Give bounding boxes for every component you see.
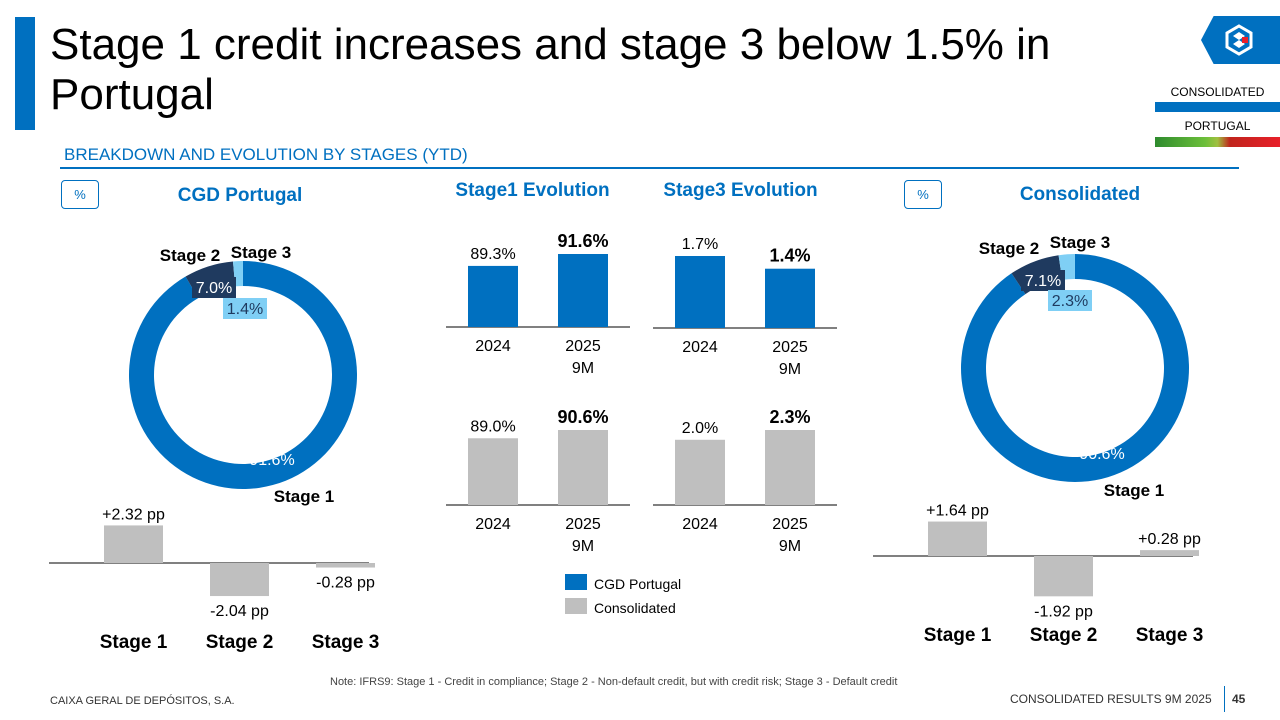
consolidated-change-value-label-3: +0.28 pp [1138,531,1201,548]
stage1-portugal-category-2-line-2: 9M [572,360,594,377]
page-number: 45 [1232,692,1246,706]
stage3-portugal-bar-2 [765,268,815,328]
stage1-portugal-category-2-line-1: 2025 [565,338,601,355]
cgd-portugal-change-bar-1 [104,525,163,563]
cgd-logo-icon [1225,24,1253,56]
stage1-consolidated-value-label-1: 89.0% [470,418,515,435]
consolidated-change-bar-1 [928,521,987,556]
report-name: CONSOLIDATED RESULTS 9M 2025 [1010,692,1212,706]
stage1-portugal-bar-1 [468,265,518,327]
logo [1201,16,1280,64]
percent-badge-left: % [61,180,99,209]
stage1-consolidated-category-2-line-2: 9M [572,538,594,555]
portugal-flag-bar [1155,137,1280,147]
legend-swatch-cgd-portugal [565,574,587,590]
cgd-portugal-donut-label-stage-2: Stage 2 [160,246,220,265]
consolidated-donut-slice-stage-1 [960,254,1189,483]
stage1-portugal-value-label-2: 91.6% [557,231,608,251]
consolidated-donut-value-stage-1: 90.6% [1079,446,1124,463]
percent-badge-right: % [904,180,942,209]
cgd-portugal-donut-value-box-stage-2 [192,277,236,298]
cgd-portugal-change-bar-2 [210,563,269,597]
stage3-evolution-title: Stage3 Evolution [663,180,818,201]
cgd-portugal-change-bar-3 [316,563,375,568]
stage3-portugal-bar-1 [675,256,725,328]
stage3-consolidated-category-1: 2024 [682,516,718,533]
cgd-portugal-donut-label-stage-1: Stage 1 [274,487,334,506]
consolidated-donut-value-box-stage-3 [1048,290,1092,311]
cgd-portugal-donut-value-stage-3: 1.4% [227,301,263,318]
footer-separator [1224,686,1225,712]
stage1-portugal-category-1: 2024 [475,338,511,355]
consolidated-change-category-2: Stage 2 [1030,625,1098,646]
consolidated-change-value-label-1: +1.64 pp [926,503,989,520]
footnote: Note: IFRS9: Stage 1 - Credit in complia… [330,676,898,688]
page-title: Stage 1 credit increases and stage 3 bel… [50,20,1051,119]
consolidated-donut-label-stage-2: Stage 2 [979,239,1039,258]
consolidated-change-category-1: Stage 1 [924,625,992,646]
stage3-consolidated-bar-2 [765,430,815,505]
stage3-consolidated-category-2-line-1: 2025 [772,516,808,533]
consolidated-donut-value-stage-3: 2.3% [1052,293,1088,310]
cgd-portugal-donut-value-stage-1: 91.6% [249,452,294,469]
stage3-consolidated-category-2-line-2: 9M [779,538,801,555]
stage1-consolidated-bar-2 [558,430,608,505]
stage1-consolidated-category-1: 2024 [475,516,511,533]
stage3-portugal-category-1-line-1: 2024 [682,339,718,356]
cgd-portugal-change-value-label-2: -2.04 pp [210,603,269,620]
consolidated-tag: CONSOLIDATED [1170,85,1265,99]
stage3-consolidated-category-2: 2025 9M [772,516,808,555]
legend-label-cgd-portugal: CGD Portugal [594,576,682,592]
cgd-portugal-donut-value-box-stage-3 [223,298,267,319]
legend-label-consolidated: Consolidated [594,600,676,616]
title-accent-bar [15,17,35,130]
stage1-portugal-category-1-line-1: 2024 [475,338,511,355]
stage3-portugal-value-label-1: 1.7% [682,236,718,253]
stage3-portugal-category-2-line-1: 2025 [772,339,808,356]
consolidated-change-bar-3 [1140,550,1199,556]
stage1-consolidated-bar-1 [468,438,518,505]
consolidated-change-bar-2 [1034,556,1093,597]
consolidated-change-category-3: Stage 3 [1136,625,1204,646]
cgd-portugal-title: CGD Portugal [177,185,303,206]
portugal-tag: PORTUGAL [1184,119,1251,133]
section-subtitle: BREAKDOWN AND EVOLUTION BY STAGES (YTD) [64,145,468,164]
stage3-consolidated-value-label-1: 2.0% [682,420,718,437]
stage3-portugal-category-2: 2025 9M [772,339,808,378]
stage3-consolidated-value-label-2: 2.3% [769,407,810,427]
cgd-portugal-donut-value-stage-2: 7.0% [196,280,232,297]
consolidated-tag-bar [1155,102,1280,112]
stage3-consolidated-bar-1 [675,439,725,505]
stage1-portugal-bar-2 [558,254,608,327]
cgd-portugal-change-category-3: Stage 3 [312,632,380,653]
cgd-portugal-change-category-2: Stage 2 [206,632,274,653]
consolidated-donut-label-stage-1: Stage 1 [1104,481,1164,500]
stage3-consolidated-category-1-line-1: 2024 [682,516,718,533]
stage1-consolidated-category-2-line-1: 2025 [565,516,601,533]
stage1-portugal-value-label-1: 89.3% [470,246,515,263]
cgd-portugal-donut-slice-stage-1 [129,261,357,489]
subtitle-rule [60,167,1239,169]
stage3-portugal-value-label-2: 1.4% [769,246,810,266]
stage3-portugal-category-1: 2024 [682,339,718,356]
cgd-portugal-change-category-1: Stage 1 [100,632,168,653]
consolidated-change-value-label-2: -1.92 pp [1034,603,1093,620]
stage3-portugal-category-2-line-2: 9M [779,361,801,378]
stage1-portugal-category-2: 2025 9M [565,338,601,377]
legend-swatch-consolidated [565,598,587,614]
cgd-portugal-change-value-label-1: +2.32 pp [102,506,165,523]
stage1-consolidated-category-1-line-1: 2024 [475,516,511,533]
consolidated-donut-label-stage-3: Stage 3 [1050,233,1110,252]
stage1-consolidated-category-2: 2025 9M [565,516,601,555]
stage1-evolution-title: Stage1 Evolution [455,180,610,201]
consolidated-title: Consolidated [1019,184,1141,205]
company-name: CAIXA GERAL DE DEPÓSITOS, S.A. [50,695,235,707]
cgd-portugal-change-value-label-3: -0.28 pp [316,575,375,592]
cgd-portugal-donut-label-stage-3: Stage 3 [231,243,291,262]
stage1-consolidated-value-label-2: 90.6% [557,407,608,427]
consolidated-donut-value-stage-2: 7.1% [1025,273,1061,290]
consolidated-donut-value-box-stage-2 [1021,270,1065,291]
